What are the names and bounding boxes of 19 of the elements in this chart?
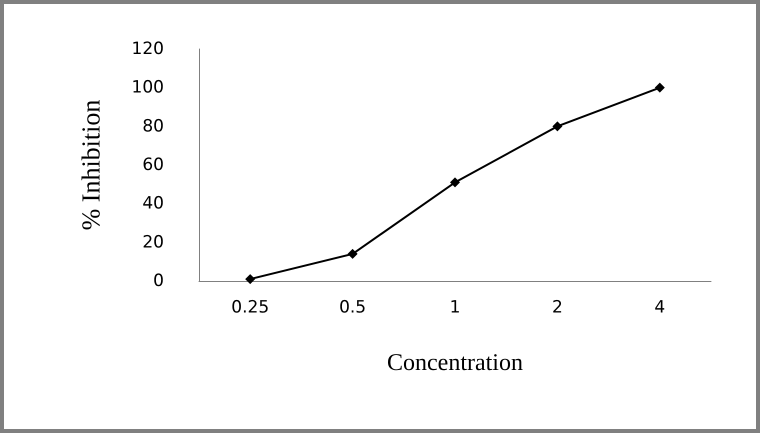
y-tick-label: 120	[132, 39, 164, 59]
point	[552, 121, 562, 132]
x-tick-label: 4	[654, 298, 666, 318]
x-tick-label: 0.25	[231, 298, 270, 318]
point	[450, 177, 460, 188]
y-tick-label: 100	[132, 78, 164, 98]
y-axis-title: % Inhibition	[76, 100, 106, 230]
point	[348, 248, 358, 259]
y-tick-label: 20	[142, 232, 164, 252]
point	[245, 274, 256, 284]
y-tick-label: 60	[142, 155, 164, 175]
x-axis-title: Concentration	[387, 350, 523, 376]
point	[654, 82, 665, 93]
x-tick-label: 1	[450, 298, 460, 318]
y-tick-label: 0	[153, 271, 164, 291]
x-tick-label: 0.5	[339, 298, 366, 318]
y-tick-label: 40	[142, 194, 164, 214]
x-tick-label: 2	[552, 298, 563, 318]
y-tick-label: 80	[142, 116, 164, 136]
